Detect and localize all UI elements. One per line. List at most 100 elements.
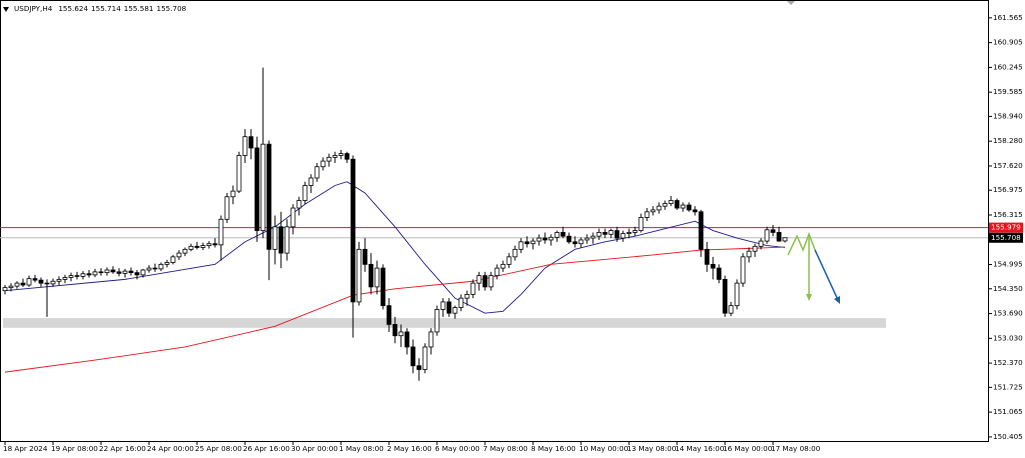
candle-body xyxy=(212,243,218,246)
x-tick-label: 18 Apr 2024 xyxy=(3,444,48,453)
level-label-box xyxy=(989,222,1023,233)
candle-body xyxy=(638,217,644,231)
candle-body xyxy=(44,282,50,285)
y-tick-label: 160.905 xyxy=(993,38,1023,47)
candle-body xyxy=(458,297,464,308)
candle-body xyxy=(488,275,494,288)
candle-body xyxy=(560,232,566,237)
x-tick-label: 13 May 08:00 xyxy=(627,444,677,453)
candle-body xyxy=(590,235,596,239)
price-label: 155.708 xyxy=(991,233,1021,242)
candle-body xyxy=(236,155,242,192)
y-tick-label: 156.975 xyxy=(993,185,1023,194)
candle-body xyxy=(680,204,686,209)
candle-body xyxy=(92,271,98,276)
candle-body xyxy=(770,229,776,233)
candle-body xyxy=(626,232,632,234)
plot-frame xyxy=(0,0,989,442)
candle-body xyxy=(254,147,260,231)
x-tick-label: 25 Apr 08:00 xyxy=(195,444,242,453)
candle-body xyxy=(386,305,392,325)
x-tick-label: 26 Apr 16:00 xyxy=(243,444,290,453)
candle-body xyxy=(320,160,326,168)
candle-body xyxy=(200,245,206,248)
high: 155.714 xyxy=(91,4,121,13)
candle-body xyxy=(404,331,410,348)
candle-body xyxy=(740,256,746,284)
candle-body xyxy=(248,136,254,149)
candle-body xyxy=(374,267,380,288)
candle-body xyxy=(578,239,584,245)
candle-body xyxy=(350,158,356,303)
candle-body xyxy=(344,153,350,160)
candle-body xyxy=(152,267,158,270)
level-label: 155.979 xyxy=(991,223,1021,232)
candle-body xyxy=(446,301,452,314)
blue-arrow-head xyxy=(834,296,840,304)
candle-body xyxy=(602,232,608,235)
candle-body xyxy=(662,203,668,207)
candle-body xyxy=(452,307,458,314)
candle-body xyxy=(296,200,302,209)
candle-body xyxy=(716,267,722,280)
candle-body xyxy=(284,226,290,254)
candle-body xyxy=(230,190,236,198)
x-tick-label: 6 May 00:00 xyxy=(435,444,480,453)
candle-body xyxy=(734,282,740,307)
candle-body xyxy=(422,346,428,370)
candle-body xyxy=(98,271,104,274)
candle-body xyxy=(782,237,788,242)
candle-body xyxy=(530,240,536,245)
candle-body xyxy=(86,273,92,276)
y-tick-label: 153.030 xyxy=(993,333,1023,342)
candle-body xyxy=(536,237,542,242)
candle-body xyxy=(224,196,230,220)
candle-body xyxy=(752,245,758,252)
y-tick-label: 152.370 xyxy=(993,358,1023,367)
candle-body xyxy=(758,240,764,247)
low: 155.581 xyxy=(124,4,154,13)
candle-body xyxy=(302,185,308,201)
candle-body xyxy=(674,200,680,209)
y-tick-label: 153.690 xyxy=(993,309,1023,318)
candle-body xyxy=(170,256,176,263)
candle-body xyxy=(548,236,554,241)
y-tick-label: 151.725 xyxy=(993,382,1023,391)
price-label-box xyxy=(989,232,1023,243)
candle-body xyxy=(368,263,374,288)
candle-body xyxy=(140,269,146,276)
candle-body xyxy=(410,346,416,367)
y-tick-label: 150.405 xyxy=(993,432,1023,441)
candle-body xyxy=(692,209,698,213)
candle-body xyxy=(482,275,488,288)
candle-body xyxy=(650,209,656,213)
candle-body xyxy=(398,331,404,337)
candle-body xyxy=(470,282,476,295)
candle-body xyxy=(362,248,368,265)
candle-body xyxy=(176,252,182,258)
candle-body xyxy=(710,263,716,269)
y-tick-label: 154.995 xyxy=(993,260,1023,269)
candle-body xyxy=(356,248,362,303)
candle-body xyxy=(194,245,200,248)
candle-body xyxy=(698,211,704,250)
candle-body xyxy=(74,275,80,277)
candle-body xyxy=(134,272,140,276)
candle-body xyxy=(14,282,20,287)
close: 155.708 xyxy=(157,4,187,13)
candle-body xyxy=(20,282,26,286)
symbol: USDJPY,H4 xyxy=(14,4,53,13)
x-tick-label: 8 May 16:00 xyxy=(531,444,576,453)
header: USDJPY,H4 155.624 155.714 155.581 155.708 xyxy=(14,4,187,13)
candle-body xyxy=(632,230,638,233)
candle-body xyxy=(308,177,314,186)
candle-body xyxy=(476,275,482,284)
y-tick-label: 158.280 xyxy=(993,136,1023,145)
x-tick-label: 19 Apr 08:00 xyxy=(51,444,98,453)
candle-body xyxy=(32,278,38,281)
candle-body xyxy=(326,156,332,162)
y-tick-label: 156.315 xyxy=(993,210,1023,219)
candle-body xyxy=(62,277,68,280)
candle-body xyxy=(218,218,224,246)
